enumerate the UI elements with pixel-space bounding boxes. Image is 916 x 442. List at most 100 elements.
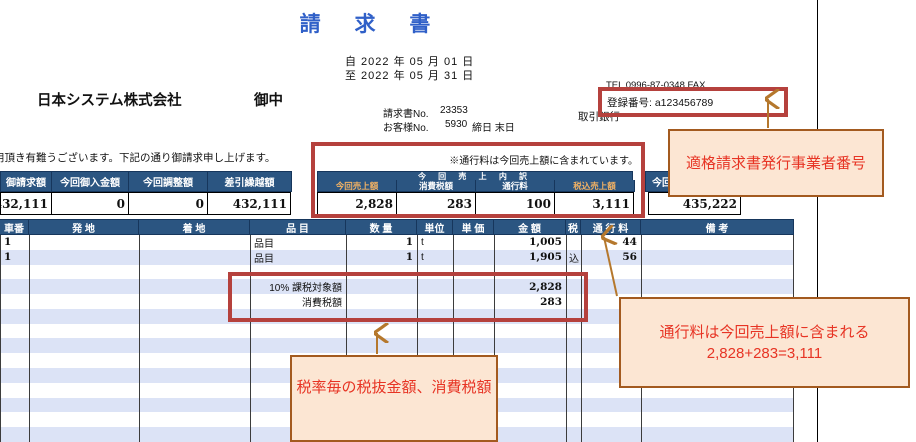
detail-cell: 56 xyxy=(582,249,642,265)
detail-cell: t xyxy=(418,249,454,265)
detail-cell xyxy=(30,353,140,369)
breakdown-header-cell: 税込売上額 xyxy=(573,180,616,191)
detail-cell xyxy=(347,294,418,309)
breakdown-header-cell: 通行料 xyxy=(476,180,555,191)
detail-cell xyxy=(30,427,140,442)
detail-cell: 44 xyxy=(582,235,642,250)
detail-cell xyxy=(418,294,454,309)
detail-cell xyxy=(642,264,794,280)
table-row: 10% 課税対象額 2,828 xyxy=(0,279,794,295)
detail-cell xyxy=(495,308,567,324)
detail-cell xyxy=(418,279,454,295)
detail-header-cell: 通 行 料 xyxy=(581,220,641,234)
detail-cell xyxy=(30,338,140,354)
detail-header-cell: 備 考 xyxy=(705,223,729,235)
page-title: 請 求 書 xyxy=(299,13,445,36)
breakdown-value-cell: 3,111 xyxy=(555,192,634,215)
breakdown-value-row: 2,828 283 100 3,111 xyxy=(317,192,635,215)
detail-cell xyxy=(454,338,495,354)
toll-callout-line2: 2,828+283=3,111 xyxy=(706,344,823,362)
detail-cell xyxy=(567,412,582,428)
detail-cell xyxy=(454,279,495,295)
detail-cell xyxy=(1,308,30,324)
customer-no-label: お客様No. xyxy=(383,123,429,134)
detail-cell xyxy=(567,294,582,309)
detail-cell xyxy=(582,412,642,428)
detail-cell xyxy=(140,323,251,339)
detail-cell xyxy=(30,368,140,383)
detail-cell xyxy=(30,308,140,324)
detail-cell xyxy=(140,353,251,369)
detail-cell: 1,905 xyxy=(495,249,567,265)
detail-cell xyxy=(1,382,30,398)
breakdown-value-cell: 2,828 xyxy=(318,192,397,215)
detail-cell xyxy=(495,368,567,383)
toll-callout-line1: 通行料は今回売上額に含まれる xyxy=(659,323,870,341)
detail-cell xyxy=(582,427,642,442)
detail-header-cell: 品 目 xyxy=(250,220,346,234)
detail-cell xyxy=(495,412,567,428)
detail-cell xyxy=(1,264,30,280)
detail-cell xyxy=(567,397,582,413)
table-row xyxy=(0,338,794,354)
detail-cell xyxy=(140,397,251,413)
summary-right-value: 435,222 xyxy=(649,192,741,215)
detail-cell xyxy=(418,264,454,280)
detail-cell xyxy=(454,323,495,339)
detail-cell xyxy=(567,382,582,398)
breakdown-value-cell: 283 xyxy=(397,192,476,215)
detail-cell xyxy=(30,249,140,265)
breakdown-value-cell: 100 xyxy=(476,192,555,215)
detail-cell xyxy=(1,323,30,339)
summary-value-cell: 0 xyxy=(52,192,129,215)
page-edge-line xyxy=(817,0,818,442)
detail-cell xyxy=(347,279,418,295)
detail-cell xyxy=(30,382,140,398)
detail-cell: 1 xyxy=(347,235,418,250)
detail-cell xyxy=(495,427,567,442)
breakdown-group-header: 今 回 売 上 内 訳 xyxy=(317,171,633,181)
detail-cell xyxy=(1,338,30,354)
closing-date-label: 締日 末日 xyxy=(472,123,515,134)
detail-header-cell: 着 地 xyxy=(139,220,250,234)
detail-cell xyxy=(1,397,30,413)
detail-cell xyxy=(1,353,30,369)
detail-cell xyxy=(30,235,140,250)
detail-cell xyxy=(251,308,347,324)
detail-cell xyxy=(642,382,794,398)
detail-cell xyxy=(567,338,582,354)
detail-cell xyxy=(642,249,794,265)
detail-header-cell: 車番 xyxy=(0,220,29,234)
detail-cell xyxy=(567,235,582,250)
detail-cell: 品目 xyxy=(251,249,347,265)
detail-cell xyxy=(140,427,251,442)
detail-cell xyxy=(1,294,30,309)
detail-cell: 消費税額 xyxy=(251,294,347,309)
detail-cell xyxy=(567,368,582,383)
detail-cell xyxy=(347,323,418,339)
detail-cell xyxy=(418,323,454,339)
detail-cell xyxy=(454,308,495,324)
detail-cell xyxy=(140,279,251,295)
detail-cell xyxy=(642,279,794,295)
tel-fax-line: TEL 0996-87-0348 FAX xyxy=(606,80,706,91)
detail-cell xyxy=(30,412,140,428)
detail-cell xyxy=(418,338,454,354)
detail-cell xyxy=(418,308,454,324)
detail-cell xyxy=(495,264,567,280)
table-row: 1 品目 1 t 1,905 込 56 xyxy=(0,249,794,265)
detail-cell xyxy=(567,264,582,280)
detail-cell xyxy=(582,264,642,280)
detail-cell xyxy=(495,353,567,369)
detail-cell xyxy=(454,235,495,250)
detail-cell xyxy=(30,264,140,280)
summary-header-cell: 御請求額 xyxy=(1,172,52,191)
detail-cell xyxy=(140,249,251,265)
invoice-no-label: 請求書No. xyxy=(383,109,429,120)
detail-header-cell: 金 額 xyxy=(494,220,566,234)
detail-header-cell: 税 xyxy=(566,220,581,234)
detail-cell: t xyxy=(418,235,454,250)
registration-value: a123456789 xyxy=(654,97,714,109)
